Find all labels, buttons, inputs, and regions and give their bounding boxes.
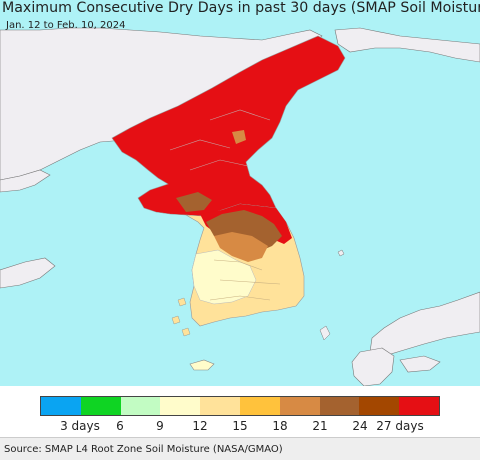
legend-tick-label: 12 — [192, 419, 208, 433]
legend-tick-label: 27 days — [376, 419, 424, 433]
legend-swatch-8 — [319, 397, 360, 415]
japan-kyushu — [351, 347, 395, 386]
north-korea — [111, 35, 346, 217]
jeju-island — [189, 359, 215, 371]
legend-tick-label: 6 — [116, 419, 124, 433]
legend-tick-label: 15 — [232, 419, 248, 433]
legend-tick-label: 21 — [312, 419, 328, 433]
nk-interior-lines — [169, 109, 271, 171]
sk-yellow-inner — [191, 249, 257, 305]
legend-swatch-2 — [80, 397, 121, 415]
liaodong-coast — [0, 169, 51, 193]
legend-tick-label: 18 — [272, 419, 288, 433]
southwest-islands — [171, 297, 191, 337]
nw-brown — [176, 192, 212, 212]
japan-shikoku — [399, 355, 441, 373]
ulleung-island — [337, 249, 345, 257]
source-text: Source: SMAP L4 Root Zone Soil Moisture … — [4, 444, 283, 455]
legend-tick-labels: 3 days 6 9 12 15 18 21 24 27 days — [0, 419, 480, 435]
legend-tick-label: 3 days — [60, 419, 100, 433]
legend-tick-label: 9 — [156, 419, 164, 433]
tsushima — [319, 325, 331, 341]
legend-swatch-4 — [160, 397, 201, 415]
legend-swatch-10 — [399, 397, 439, 415]
map-title: Maximum Consecutive Dry Days in past 30 … — [2, 0, 480, 16]
sk-brown-band — [206, 210, 282, 252]
sk-province-lines — [209, 259, 281, 301]
legend-swatch-9 — [359, 397, 400, 415]
nk-brown-patch — [232, 130, 246, 144]
footer: Source: SMAP L4 Root Zone Soil Moisture … — [0, 437, 480, 460]
map-subtitle: Jan. 12 to Feb. 10, 2024 — [6, 20, 126, 31]
legend-color-bar — [40, 396, 440, 416]
sk-tan-band — [214, 232, 268, 262]
legend-swatch-1 — [41, 397, 81, 415]
legend-tick-label: 24 — [352, 419, 368, 433]
legend-swatch-7 — [279, 397, 320, 415]
map — [0, 0, 480, 386]
russia-coast — [334, 27, 480, 63]
legend-swatch-5 — [200, 397, 240, 415]
legend-swatch-3 — [120, 397, 161, 415]
legend-swatch-6 — [239, 397, 280, 415]
shandong — [0, 257, 56, 289]
